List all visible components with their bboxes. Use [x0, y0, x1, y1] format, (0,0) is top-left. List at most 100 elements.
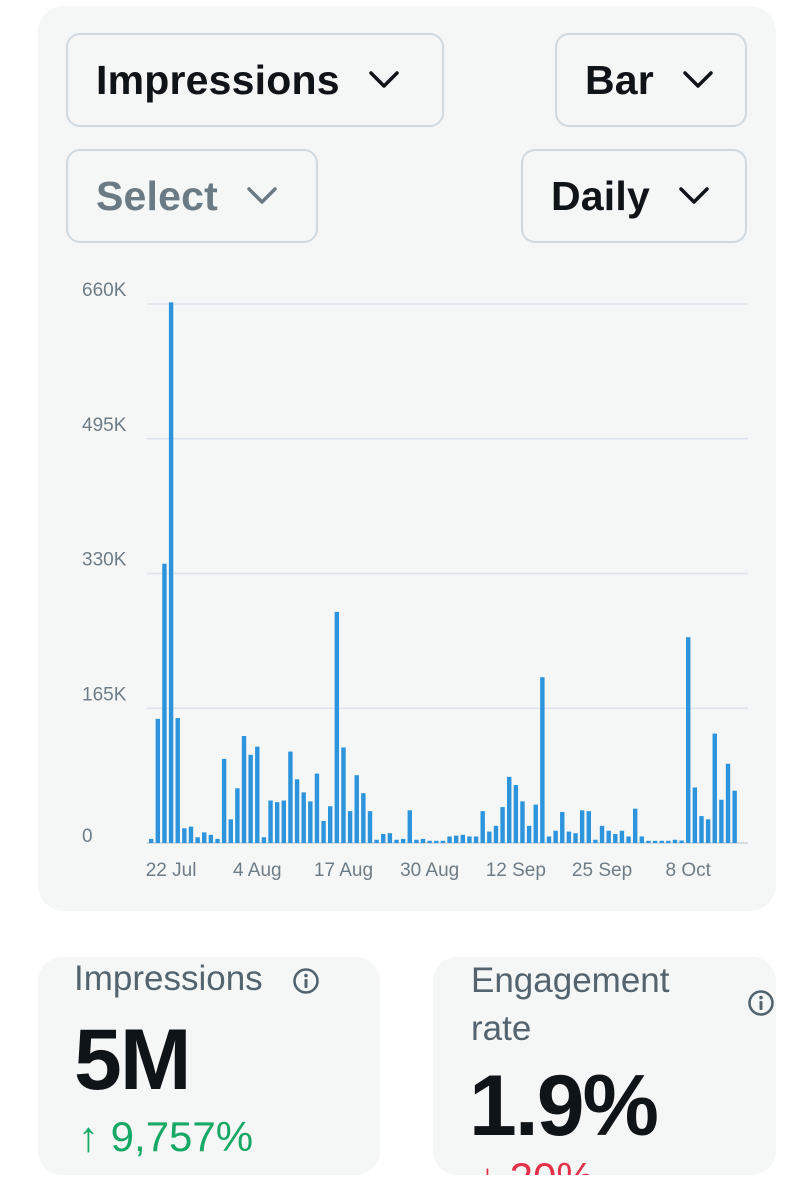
chart-bar[interactable]: [480, 811, 485, 843]
chart-bar[interactable]: [606, 830, 611, 843]
chart-bar[interactable]: [149, 838, 154, 843]
chart-bar[interactable]: [268, 800, 273, 843]
chart-bar[interactable]: [215, 838, 220, 843]
filter-select-dropdown[interactable]: Select: [66, 149, 318, 243]
chart-bar[interactable]: [361, 793, 366, 843]
chart-bar[interactable]: [453, 835, 459, 843]
chart-bar[interactable]: [202, 832, 207, 843]
chart-bar[interactable]: [228, 819, 233, 843]
chart-bar[interactable]: [281, 800, 286, 843]
chart-bar[interactable]: [447, 836, 452, 843]
chart-bar[interactable]: [208, 834, 214, 843]
chart-bar[interactable]: [195, 837, 200, 843]
x-tick-label: 30 Aug: [400, 860, 459, 881]
chart-bar[interactable]: [553, 830, 558, 843]
chart-bar[interactable]: [705, 819, 711, 843]
chart-bar[interactable]: [526, 825, 532, 843]
chart-bar[interactable]: [334, 611, 340, 843]
info-icon[interactable]: [747, 989, 775, 1017]
chart-bar[interactable]: [646, 840, 651, 843]
chart-bar[interactable]: [248, 754, 253, 843]
chart-bar[interactable]: [613, 834, 618, 843]
chart-bar[interactable]: [732, 790, 737, 843]
chart-bar[interactable]: [434, 840, 439, 843]
chart-bar[interactable]: [387, 833, 393, 843]
chart-bar[interactable]: [175, 718, 180, 843]
chart-bar[interactable]: [467, 836, 472, 843]
chart-bar[interactable]: [347, 811, 353, 843]
chart-bar[interactable]: [328, 806, 333, 843]
chart-bar[interactable]: [725, 763, 731, 843]
chart-bar[interactable]: [493, 825, 499, 843]
chart-bar[interactable]: [168, 302, 174, 843]
chart-bar[interactable]: [686, 637, 691, 843]
chart-bar[interactable]: [487, 831, 492, 843]
chart-bar[interactable]: [719, 799, 724, 843]
chart-bar[interactable]: [460, 834, 466, 843]
chart-bar[interactable]: [699, 816, 704, 843]
chart-bar[interactable]: [666, 840, 671, 843]
chart-bar[interactable]: [692, 787, 698, 843]
interval-dropdown[interactable]: Daily: [521, 149, 747, 243]
info-icon[interactable]: [292, 967, 320, 995]
chart-bar[interactable]: [274, 802, 280, 843]
chart-bar[interactable]: [632, 808, 638, 843]
chart-bar[interactable]: [672, 839, 678, 843]
chart-bar[interactable]: [513, 785, 519, 843]
chart-bar[interactable]: [414, 839, 419, 843]
chart-bar[interactable]: [420, 838, 426, 843]
chart-bar[interactable]: [473, 836, 479, 843]
metric-dropdown-label: Impressions: [96, 56, 340, 103]
chart-bar[interactable]: [586, 811, 591, 843]
chart-bar[interactable]: [394, 839, 399, 843]
chart-bar[interactable]: [427, 840, 432, 843]
chart-bar[interactable]: [659, 840, 664, 843]
chart-bar[interactable]: [599, 825, 605, 843]
chart-type-dropdown[interactable]: Bar: [555, 33, 747, 127]
chart-bar[interactable]: [520, 801, 525, 843]
chart-bar[interactable]: [566, 831, 572, 843]
chart-bar[interactable]: [540, 677, 545, 843]
chart-bar[interactable]: [593, 839, 598, 843]
chart-bar[interactable]: [679, 840, 684, 843]
chart-bar[interactable]: [241, 736, 247, 843]
chart-bar[interactable]: [533, 804, 538, 843]
chart-bar[interactable]: [367, 811, 373, 843]
chart-bar[interactable]: [221, 758, 227, 843]
chart-bar[interactable]: [573, 833, 578, 843]
chart-bar[interactable]: [712, 733, 717, 843]
chart-bar[interactable]: [374, 839, 379, 843]
chart-bar[interactable]: [188, 826, 194, 843]
chart-bar[interactable]: [182, 828, 187, 843]
chart-bar[interactable]: [500, 807, 505, 843]
chart-bar[interactable]: [619, 830, 625, 843]
chart-bar[interactable]: [546, 836, 552, 843]
chart-bar[interactable]: [652, 840, 658, 843]
impressions-metric-card[interactable]: Impressions 5M ↑ 9,757%: [38, 957, 380, 1175]
chart-bar[interactable]: [639, 836, 645, 843]
chart-bar[interactable]: [235, 788, 240, 843]
chart-bar[interactable]: [341, 747, 346, 843]
metric-dropdown[interactable]: Impressions: [66, 33, 444, 127]
chart-bar[interactable]: [301, 792, 306, 843]
chart-bar[interactable]: [255, 746, 260, 843]
chart-bar[interactable]: [579, 810, 585, 843]
chart-bar[interactable]: [155, 718, 161, 843]
chart-bar[interactable]: [288, 751, 293, 843]
chart-bar[interactable]: [354, 775, 359, 843]
chart-bar[interactable]: [308, 801, 313, 843]
chart-bar[interactable]: [314, 773, 320, 843]
chart-bar[interactable]: [321, 820, 326, 843]
chart-bar[interactable]: [261, 837, 267, 843]
chart-bar[interactable]: [162, 563, 167, 843]
chart-bar[interactable]: [407, 810, 412, 843]
chart-bar[interactable]: [626, 836, 631, 843]
chart-bar[interactable]: [400, 838, 406, 843]
engagement-rate-metric-card[interactable]: Engagement rate 1.9% ↓ 20%: [433, 957, 776, 1175]
chart-bar[interactable]: [440, 840, 446, 843]
chart-bar[interactable]: [560, 811, 565, 843]
chart-bar[interactable]: [507, 776, 512, 843]
x-tick-label: 25 Sep: [572, 860, 632, 881]
chart-bar[interactable]: [381, 834, 386, 843]
chart-bar[interactable]: [294, 779, 300, 843]
